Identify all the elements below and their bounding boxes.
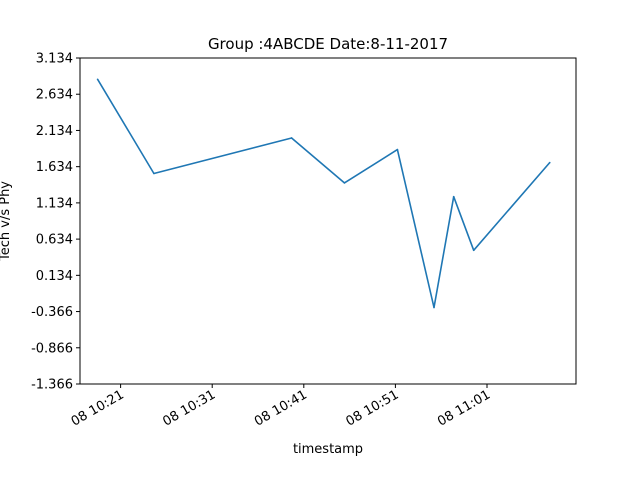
y-tick-label: 0.634 [36, 233, 73, 248]
y-tick-label: 0.134 [36, 269, 73, 284]
x-tick-label: 08 10:51 [344, 387, 402, 429]
y-tick-label: -1.366 [31, 378, 73, 393]
data-point [290, 137, 293, 139]
data-point [548, 161, 551, 164]
data-point [433, 306, 435, 309]
data-point [343, 182, 346, 184]
data-point [472, 249, 475, 252]
x-axis-label: timestamp [293, 442, 363, 457]
x-tick-label: 08 10:21 [69, 387, 127, 429]
y-tick-label: -0.866 [31, 341, 73, 356]
data-point [96, 78, 99, 81]
x-tick-label: 08 10:41 [252, 387, 310, 429]
chart-title: Group :4ABCDE Date:8-11-2017 [208, 35, 448, 53]
y-axis-label: Tech v/s Phy [0, 181, 13, 262]
x-tick-label: 08 10:31 [160, 387, 218, 429]
y-tick-label: 3.134 [36, 52, 73, 67]
y-tick-label: 1.134 [36, 196, 73, 211]
data-point [396, 148, 399, 151]
y-axis: -1.366 -0.866 -0.366 0.134 0.634 1.134 1.634 2.… [31, 52, 80, 393]
y-tick-label: 2.134 [36, 124, 73, 139]
y-tick-label: 1.634 [36, 160, 73, 175]
x-axis: 08 10:21 08 10:31 08 10:41 08 10:51 08 11:01 [69, 384, 493, 430]
series-line [96, 78, 551, 309]
x-tick-label: 08 11:01 [435, 387, 493, 429]
plot-frame [79, 57, 577, 385]
data-point [452, 195, 455, 198]
y-tick-label: 2.634 [36, 88, 73, 103]
data-point [153, 172, 155, 175]
y-tick-label: -0.366 [31, 305, 73, 320]
